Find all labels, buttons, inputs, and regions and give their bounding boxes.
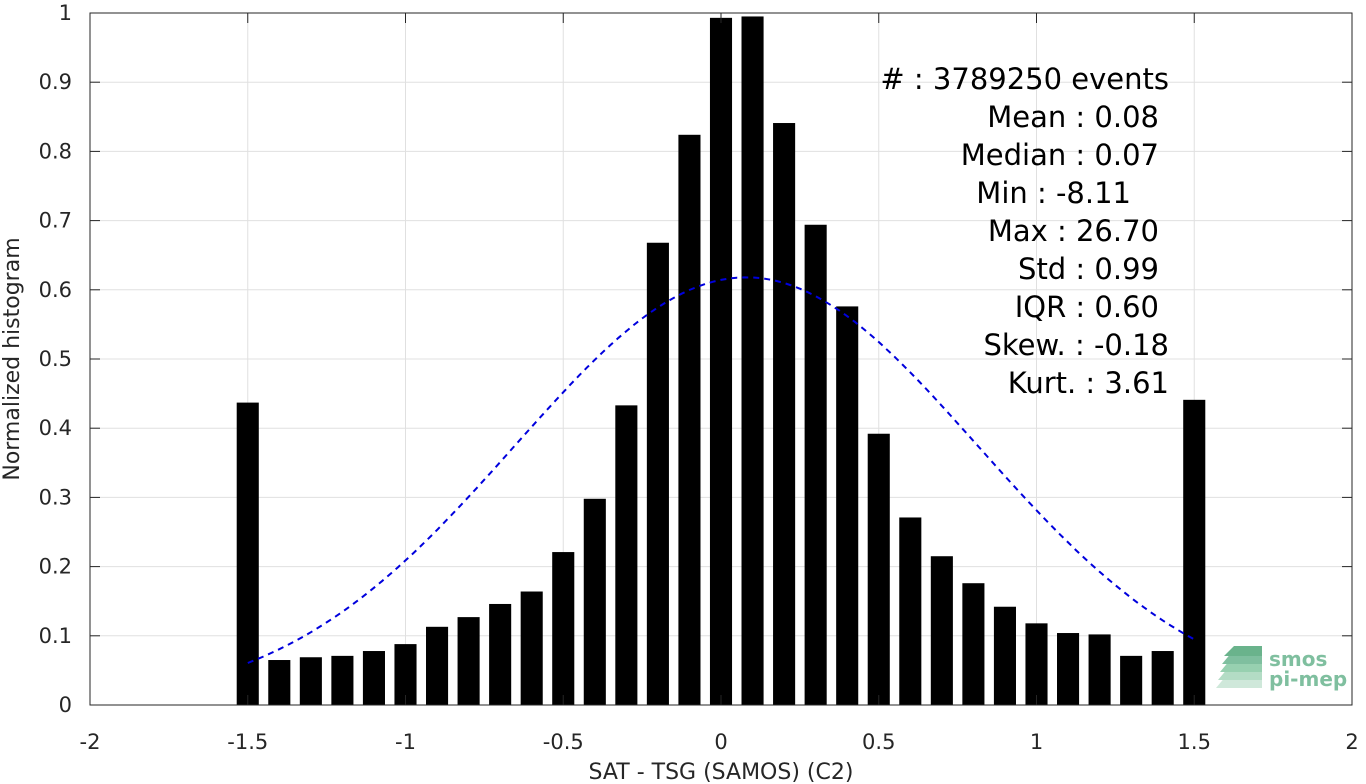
y-tick-label: 0.8 xyxy=(39,139,72,163)
statistics-box: # : 3789250 events Mean : 0.08 Median : 0.… xyxy=(880,62,1169,400)
y-axis-label: Normalized histogram xyxy=(0,237,25,480)
x-tick-label: -1 xyxy=(395,730,416,754)
histogram-bar xyxy=(236,402,259,705)
y-tick-label: 0.5 xyxy=(39,347,72,371)
y-tick-labels: 0 0.1 0.2 0.3 0.4 0.5 0.6 0.7 0.8 0.9 1 xyxy=(39,1,72,717)
x-tick-label: 0 xyxy=(714,730,727,754)
histogram-bar xyxy=(1151,651,1174,705)
histogram-bar xyxy=(993,606,1016,705)
histogram-bar xyxy=(583,498,606,705)
histogram-bar xyxy=(899,517,922,705)
y-tick-label: 1 xyxy=(59,1,72,25)
histogram-bar xyxy=(457,617,480,705)
histogram-bar xyxy=(1025,623,1048,705)
smos-pimep-logo: smos pi-mep xyxy=(1216,646,1347,691)
histogram-bar xyxy=(520,591,543,705)
stats-line: Std : 0.99 xyxy=(1018,252,1159,286)
histogram-bar xyxy=(867,433,890,705)
histogram-bar xyxy=(930,556,953,705)
stats-line: Min : -8.11 xyxy=(976,176,1131,210)
y-tick-label: 0.2 xyxy=(39,555,72,579)
stats-line: # : 3789250 events xyxy=(880,62,1169,96)
axes xyxy=(89,12,1353,706)
histogram-bar xyxy=(362,651,385,705)
y-tick-label: 0.7 xyxy=(39,209,72,233)
histogram-bar xyxy=(1183,399,1206,705)
histogram-bar xyxy=(426,626,449,705)
stats-line: Median : 0.07 xyxy=(961,138,1159,172)
x-tick-label: 0.5 xyxy=(862,730,895,754)
histogram-bar xyxy=(804,224,827,705)
histogram-bar xyxy=(1057,633,1080,705)
logo-text-smos: smos xyxy=(1269,647,1327,671)
histogram-bar xyxy=(741,16,764,705)
x-tick-label: -1.5 xyxy=(227,730,268,754)
x-tick-label: -0.5 xyxy=(543,730,584,754)
histogram-bar xyxy=(489,603,512,705)
histogram-bar xyxy=(836,306,859,705)
stats-line: Max : 26.70 xyxy=(988,214,1159,248)
stats-line: IQR : 0.60 xyxy=(1015,290,1159,324)
histogram-bar xyxy=(299,657,322,705)
stats-line: Skew. : -0.18 xyxy=(983,328,1169,362)
histogram-bars xyxy=(236,16,1206,706)
y-tick-label: 0.1 xyxy=(39,624,72,648)
histogram-bar xyxy=(552,552,575,705)
stats-line: Mean : 0.08 xyxy=(987,100,1159,134)
x-tick-labels: -2 -1.5 -1 -0.5 0 0.5 1 1.5 2 xyxy=(80,730,1359,754)
y-tick-label: 0.4 xyxy=(39,416,72,440)
histogram-bar xyxy=(678,134,701,706)
histogram-bar xyxy=(1120,655,1143,705)
histogram-bar xyxy=(394,644,417,705)
histogram-bar xyxy=(615,405,638,705)
histogram-bar xyxy=(331,655,354,705)
histogram-bar xyxy=(773,123,796,705)
logo-layers-icon xyxy=(1216,646,1262,688)
y-tick-label: 0.6 xyxy=(39,278,72,302)
logo-text-pimep: pi-mep xyxy=(1269,667,1347,691)
x-tick-label: 1.5 xyxy=(1178,730,1211,754)
normal-fit-curve xyxy=(247,276,1195,664)
histogram-bar xyxy=(1088,634,1111,705)
histogram-bar xyxy=(646,242,669,705)
y-tick-label: 0.9 xyxy=(39,70,72,94)
y-tick-label: 0 xyxy=(59,693,72,717)
x-tick-label: 2 xyxy=(1345,730,1358,754)
x-axis-label: SAT - TSG (SAMOS) (C2) xyxy=(589,760,854,784)
stats-line: Kurt. : 3.61 xyxy=(1008,366,1169,400)
x-tick-label: -2 xyxy=(80,730,101,754)
histogram-bar xyxy=(962,583,985,705)
x-tick-label: 1 xyxy=(1030,730,1043,754)
y-tick-label: 0.3 xyxy=(39,485,72,509)
histogram-bar xyxy=(268,660,291,705)
histogram-bar xyxy=(709,17,733,706)
